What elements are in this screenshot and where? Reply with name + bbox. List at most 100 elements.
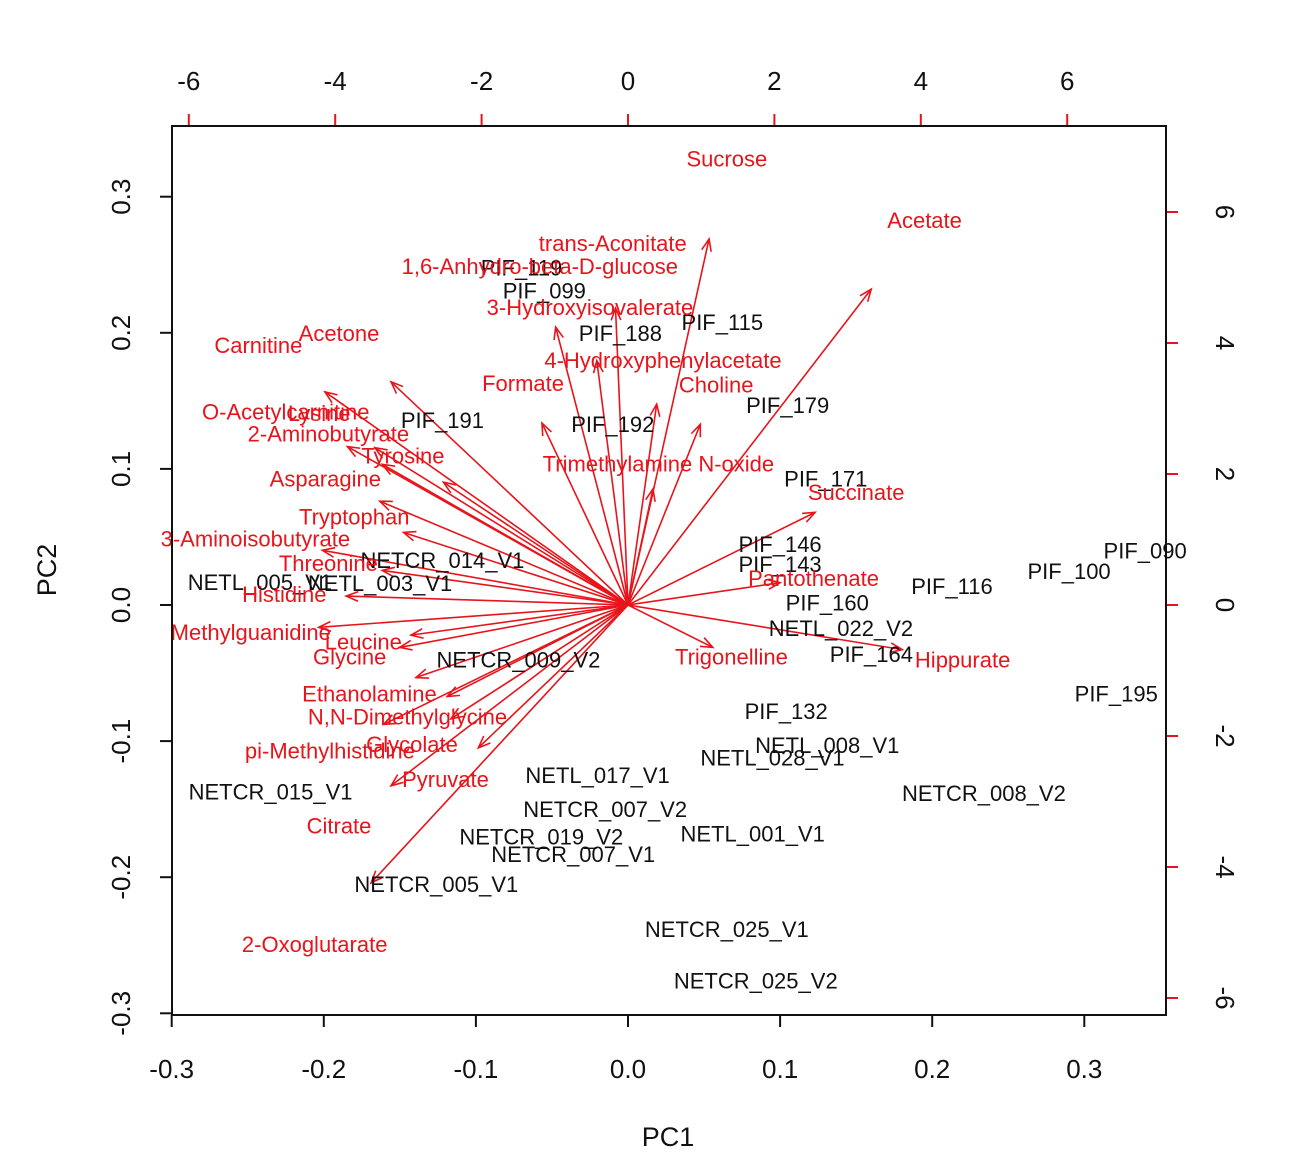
top-tick-label: -2 bbox=[470, 66, 493, 96]
x-tick-label: 0.0 bbox=[610, 1054, 646, 1084]
loading-arrow bbox=[369, 604, 629, 885]
loading-label: O-Acetylcarnitine bbox=[202, 400, 370, 425]
observation-label: PIF_119 bbox=[481, 255, 563, 280]
observation-label: PIF_160 bbox=[786, 590, 869, 615]
y-tick-label: -0.2 bbox=[106, 855, 136, 900]
loading-label: 2-Aminobutyrate bbox=[248, 422, 409, 447]
x-tick-label: -0.1 bbox=[453, 1054, 498, 1084]
top-tick-label: -4 bbox=[324, 66, 347, 96]
loading-label: trans-Aconitate bbox=[539, 231, 687, 256]
top-tick-label: 6 bbox=[1060, 66, 1074, 96]
observation-label: NETL_001_V1 bbox=[681, 822, 825, 847]
loading-label: Trimethylamine N-oxide bbox=[543, 451, 774, 476]
observation-label: PIF_195 bbox=[1075, 681, 1158, 706]
observation-label: PIF_192 bbox=[571, 412, 654, 437]
loading-arrow bbox=[377, 500, 629, 606]
observation-label: PIF_100 bbox=[1028, 559, 1111, 584]
loading-arrow bbox=[449, 604, 629, 721]
observation-label: NETCR_025_V2 bbox=[674, 969, 838, 994]
right-tick-label: -2 bbox=[1210, 724, 1240, 747]
loading-label: Carnitine bbox=[214, 333, 302, 358]
observation-label: NETL_028_V1 bbox=[700, 745, 844, 770]
y-axis-label: PC2 bbox=[32, 544, 62, 597]
y-tick-label: 0.2 bbox=[106, 315, 136, 351]
observation-label: PIF_171 bbox=[784, 466, 867, 491]
loading-arrow bbox=[610, 305, 629, 606]
loading-arrow bbox=[627, 604, 715, 649]
loading-label: Choline bbox=[679, 373, 754, 398]
loading-label: Tyrosine bbox=[361, 443, 444, 468]
loading-arrow bbox=[627, 511, 818, 606]
observation-label: NETL_017_V1 bbox=[525, 763, 669, 788]
loading-arrow bbox=[323, 390, 629, 606]
loading-arrow bbox=[627, 604, 905, 654]
observation-label: PIF_164 bbox=[830, 642, 913, 667]
x-tick-label: -0.3 bbox=[149, 1054, 194, 1084]
loading-arrow bbox=[541, 421, 629, 606]
loading-arrow bbox=[372, 446, 629, 606]
loading-arrow bbox=[389, 604, 629, 788]
loading-label: 3-Aminoisobutyrate bbox=[161, 526, 351, 551]
loading-label: Pyruvate bbox=[402, 767, 489, 792]
observation-label: NETCR_008_V2 bbox=[902, 781, 1066, 806]
loading-arrow bbox=[413, 604, 629, 679]
y-tick-label: -0.1 bbox=[106, 719, 136, 764]
observation-label: NETL_008_V1 bbox=[755, 733, 899, 758]
loading-arrow bbox=[397, 604, 629, 651]
right-tick-label: 4 bbox=[1210, 336, 1240, 350]
loading-arrow bbox=[553, 325, 629, 606]
loading-label: Formate bbox=[482, 371, 564, 396]
observation-label: NETCR_007_V2 bbox=[523, 797, 687, 822]
loading-arrow bbox=[408, 604, 629, 640]
observation-label: PIF_090 bbox=[1104, 539, 1187, 564]
loading-arrow bbox=[320, 546, 629, 606]
loading-label: Histidine bbox=[242, 582, 326, 607]
top-tick-label: 0 bbox=[621, 66, 635, 96]
x-tick-label: 0.2 bbox=[914, 1054, 950, 1084]
loading-label: Tryptophan bbox=[299, 505, 409, 530]
loading-label: Ethanolamine bbox=[302, 681, 437, 706]
y-tick-label: 0.1 bbox=[106, 451, 136, 487]
top-tick-label: -6 bbox=[177, 66, 200, 96]
right-tick-label: 6 bbox=[1210, 205, 1240, 219]
right-tick-label: 0 bbox=[1210, 598, 1240, 612]
loading-arrow bbox=[592, 358, 629, 606]
loading-label: 4-Hydroxyphenylacetate bbox=[544, 348, 781, 373]
loading-arrow bbox=[343, 590, 629, 606]
observation-label: PIF_143 bbox=[739, 552, 822, 577]
top-tick-label: 4 bbox=[914, 66, 928, 96]
loading-arrow bbox=[380, 566, 629, 606]
loading-arrow bbox=[380, 463, 629, 606]
x-axis-label: PC1 bbox=[642, 1122, 695, 1152]
observation-label: PIF_188 bbox=[579, 321, 662, 346]
loading-arrow bbox=[389, 380, 629, 606]
x-tick-label: 0.1 bbox=[762, 1054, 798, 1084]
y-tick-label: -0.3 bbox=[106, 991, 136, 1036]
loading-arrows bbox=[316, 236, 905, 885]
loading-label: Threonine bbox=[279, 551, 378, 576]
observation-label: PIF_179 bbox=[746, 393, 829, 418]
loading-label: Sucrose bbox=[687, 147, 768, 172]
observation-label: NETL_005_V1 bbox=[188, 570, 332, 595]
loading-labels: Sucrose Acetate trans-Aconitate1,6-Anhydro… bbox=[161, 147, 1011, 957]
loading-label: Acetone bbox=[299, 321, 380, 346]
observation-label: PIF_191 bbox=[401, 408, 484, 433]
loading-label: 2-Oxoglutarate bbox=[242, 932, 388, 957]
loading-arrow bbox=[627, 578, 783, 606]
loading-arrow bbox=[441, 481, 629, 606]
loading-label: Acetate bbox=[887, 208, 962, 233]
observation-label: NETL_022_V2 bbox=[769, 616, 913, 641]
x-tick-label: 0.3 bbox=[1066, 1054, 1102, 1084]
loading-label: Methylguanidine bbox=[171, 620, 331, 645]
right-tick-label: -6 bbox=[1210, 986, 1240, 1009]
observation-label: NETCR_005_V1 bbox=[354, 872, 518, 897]
observation-label: PIF_146 bbox=[739, 532, 822, 557]
observation-label: NETCR_019_V2 bbox=[459, 824, 623, 849]
loading-label: Asparagine bbox=[270, 466, 381, 491]
loading-label: N,N-Dimethylglycine bbox=[308, 705, 507, 730]
observation-label: NETCR_009_V2 bbox=[437, 647, 601, 672]
observation-label: PIF_132 bbox=[745, 699, 828, 724]
